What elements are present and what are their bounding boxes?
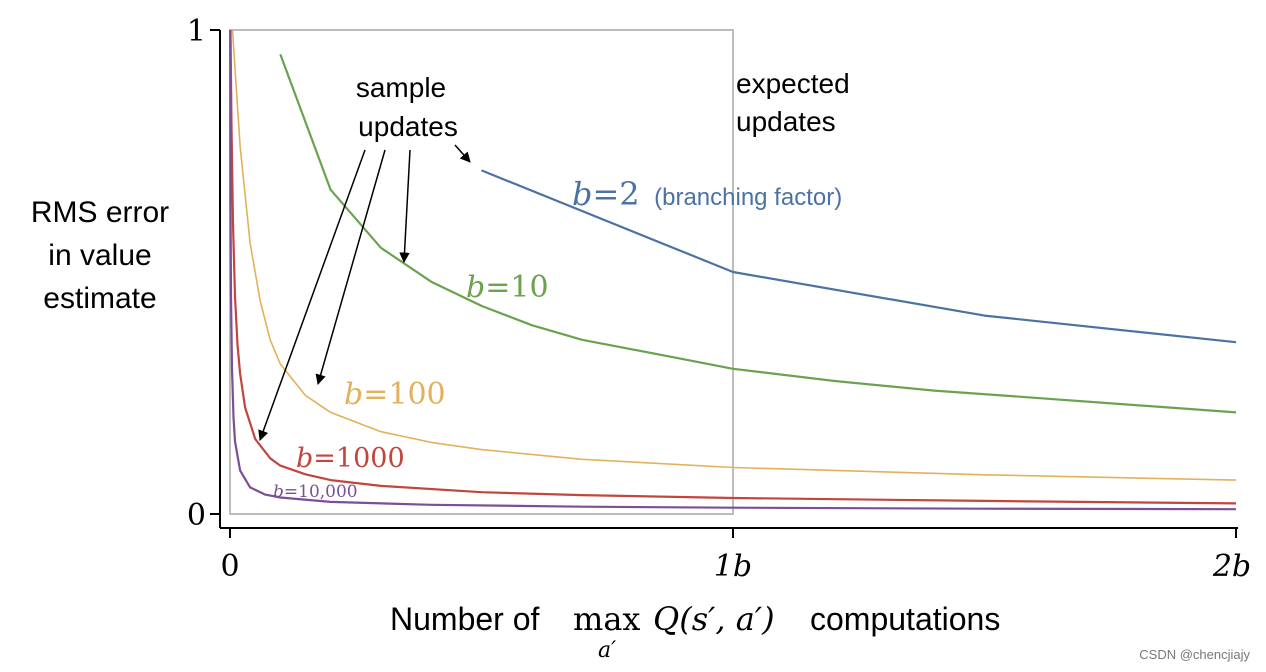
x-tick-label-2b: 2b (1212, 549, 1251, 584)
series-label-b2-value: 2 (619, 175, 639, 213)
arrow-to-b2 (454, 144, 471, 163)
tick-marks (210, 29, 1237, 538)
expected-updates-label-line-1: expected (736, 68, 850, 99)
series-label-b100-value: 100 (388, 377, 445, 412)
series-label-b100-var: b (344, 377, 363, 412)
series-label-b2-var: b (572, 175, 592, 213)
series-label-b10000-value: 10,000 (298, 482, 357, 502)
x-axis-label: Number of max a′ Q(s′, a′) computations (390, 600, 1000, 663)
x-axis-label-expression: Q(s′, a′) (653, 600, 775, 638)
series-label-b10-var: b (466, 270, 485, 305)
series-label-b1000: b=1000 (296, 443, 405, 474)
y-tick-label-1: 1 (187, 14, 206, 49)
series-line-b10 (279, 53, 1237, 414)
x-axis-label-prefix: Number of (390, 601, 540, 637)
series-label-b2: b=2 (branching factor) (572, 175, 842, 213)
arrow-to-b1000 (258, 149, 366, 441)
arrow-to-b100 (315, 149, 386, 386)
x-tick-label-0: 0 (220, 549, 239, 584)
y-axis-label-line-2: in value (48, 239, 151, 272)
x-axis-label-operator: max (573, 600, 640, 638)
series-line-b1000 (229, 29, 1237, 505)
series-label-b2-eq: = (592, 175, 619, 213)
series-label-b10000: b=10,000 (273, 482, 358, 502)
series-labels: b=2 (branching factor) b=10 b=100 b=1000… (273, 175, 842, 502)
series-line-b2 (481, 169, 1237, 344)
x-tick-label-1b: 1b (714, 549, 752, 584)
y-axis-label: RMS error in value estimate (31, 196, 169, 315)
expected-updates-label-line-2: updates (736, 106, 836, 137)
watermark: CSDN @chencjiajy (1139, 647, 1250, 662)
series-label-b1000-var: b (296, 443, 313, 474)
y-axis-label-line-1: RMS error (31, 196, 169, 229)
series-label-b1000-value: 1000 (336, 443, 405, 474)
series-label-b2-note: (branching factor) (654, 184, 842, 211)
series-label-b100: b=100 (344, 377, 446, 412)
arrow-to-b10 (399, 149, 411, 264)
series-label-b10000-var: b (273, 482, 284, 502)
expected-updates-annotation: expected updates (736, 68, 850, 137)
x-axis-label-suffix: computations (810, 601, 1000, 637)
sample-updates-label-line-1: sample (356, 72, 446, 103)
series-label-b10-eq: = (485, 270, 510, 305)
series-label-b10000-eq: = (284, 482, 298, 502)
series-line-b10000 (229, 29, 1237, 511)
sample-update-arrows (258, 144, 471, 441)
sample-updates-annotation: sample updates (356, 72, 458, 142)
series-layer (229, 29, 1237, 511)
series-label-b100-eq: = (363, 377, 388, 412)
x-axis-label-operator-subscript: a′ (598, 638, 616, 663)
y-tick-label-0: 0 (187, 498, 206, 533)
series-line-b100 (231, 29, 1237, 481)
y-axis-label-line-3: estimate (43, 282, 156, 315)
series-label-b10-value: 10 (510, 270, 548, 305)
series-label-b1000-eq: = (313, 443, 336, 474)
series-label-b10: b=10 (466, 270, 549, 305)
sample-updates-label-line-2: updates (358, 111, 458, 142)
